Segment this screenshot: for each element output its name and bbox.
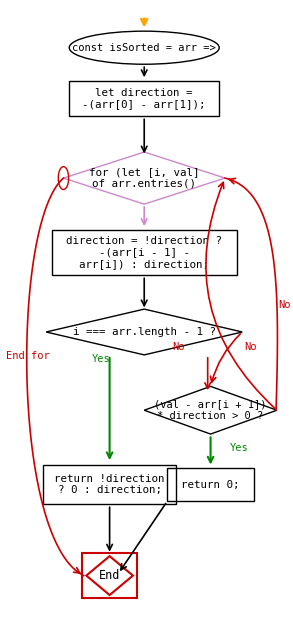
Text: (val - arr[i + 1])
* direction > 0 ?: (val - arr[i + 1]) * direction > 0 ? (154, 399, 267, 421)
Text: return !direction
? 0 : direction;: return !direction ? 0 : direction; (54, 474, 165, 495)
Text: return 0;: return 0; (181, 480, 240, 490)
Text: i === arr.length - 1 ?: i === arr.length - 1 ? (73, 327, 216, 337)
Text: Yes: Yes (230, 443, 249, 453)
Text: End: End (99, 569, 120, 582)
Text: for (let [i, val]
of arr.entries(): for (let [i, val] of arr.entries() (89, 167, 200, 189)
Text: direction = !direction ?
-(arr[i - 1] -
arr[i]) : direction;: direction = !direction ? -(arr[i - 1] - … (66, 236, 222, 269)
Text: No: No (245, 342, 257, 352)
Text: Yes: Yes (92, 354, 110, 364)
Text: End for: End for (6, 351, 50, 361)
Text: const isSorted = arr =>: const isSorted = arr => (72, 43, 216, 53)
Text: let direction =
-(arr[0] - arr[1]);: let direction = -(arr[0] - arr[1]); (82, 88, 206, 109)
Text: No: No (278, 300, 291, 310)
Text: No: No (173, 342, 185, 352)
